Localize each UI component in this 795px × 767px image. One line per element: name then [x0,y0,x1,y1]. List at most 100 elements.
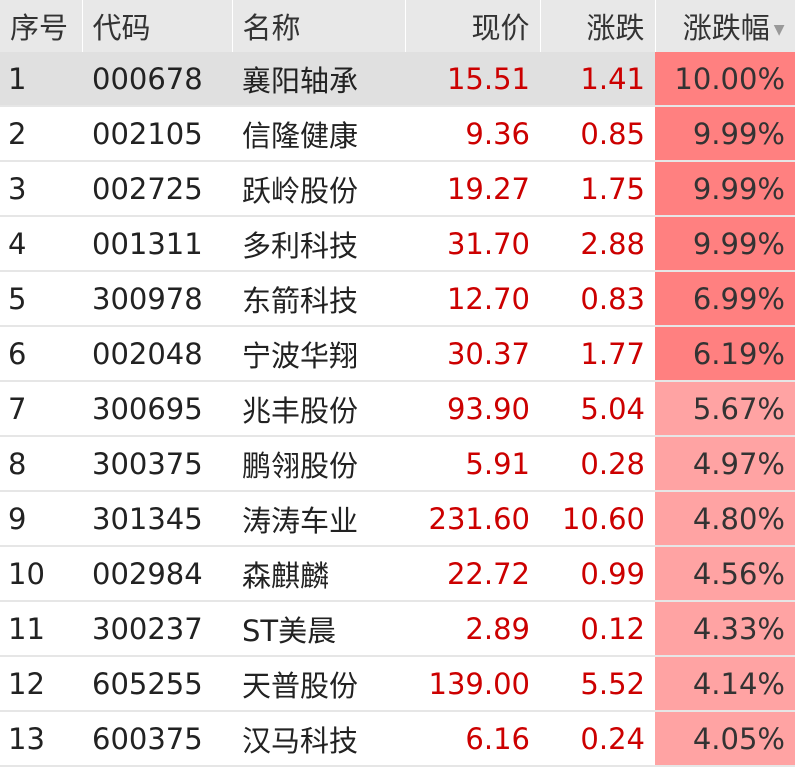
change-percent: 5.67% [655,381,795,437]
change-percent: 4.80% [655,491,795,547]
change-percent: 6.99% [655,271,795,327]
current-price: 19.27 [405,161,540,217]
stock-name: 鹏翎股份 [232,436,405,492]
header-code[interactable]: 代码 [82,0,233,52]
current-price: 9.36 [405,106,540,162]
row-no: 8 [0,436,82,492]
row-no: 13 [0,711,82,767]
row-no: 11 [0,601,82,657]
stock-code: 002048 [82,326,232,382]
stock-code: 300237 [82,601,232,657]
price-change: 5.04 [540,381,655,437]
current-price: 22.72 [405,546,540,602]
stock-name: 宁波华翔 [232,326,405,382]
change-percent: 4.05% [655,711,795,767]
header-name[interactable]: 名称 [232,0,406,52]
price-change: 1.41 [540,52,655,107]
change-percent: 9.99% [655,216,795,272]
stock-code: 300978 [82,271,232,327]
stock-name: 涛涛车业 [232,491,405,547]
table-row[interactable]: 1 000678 襄阳轴承 15.51 1.41 10.00% [0,52,795,107]
change-percent: 4.14% [655,656,795,712]
price-change: 2.88 [540,216,655,272]
row-no: 9 [0,491,82,547]
row-no: 7 [0,381,82,437]
change-percent: 4.56% [655,546,795,602]
row-no: 1 [0,52,82,107]
price-change: 1.75 [540,161,655,217]
stock-code: 605255 [82,656,232,712]
stock-code: 300375 [82,436,232,492]
stock-code: 301345 [82,491,232,547]
current-price: 15.51 [405,52,540,107]
price-change: 5.52 [540,656,655,712]
header-change[interactable]: 涨跌 [540,0,656,52]
header-pct[interactable]: 涨跌幅 ▼ [655,0,795,52]
stock-name: 天普股份 [232,656,405,712]
stock-code: 300695 [82,381,232,437]
table-row[interactable]: 12 605255 天普股份 139.00 5.52 4.14% [0,656,795,712]
stock-name: ST美晨 [232,601,405,657]
table-row[interactable]: 6 002048 宁波华翔 30.37 1.77 6.19% [0,326,795,382]
header-price[interactable]: 现价 [405,0,541,52]
stock-code: 600375 [82,711,232,767]
header-row: 序号 代码 名称 现价 涨跌 涨跌幅 ▼ [0,0,795,52]
row-no: 6 [0,326,82,382]
header-no[interactable]: 序号 [0,0,83,52]
current-price: 6.16 [405,711,540,767]
stock-name: 兆丰股份 [232,381,405,437]
triangle-down-icon: ▼ [773,22,785,38]
row-no: 10 [0,546,82,602]
stock-name: 信隆健康 [232,106,405,162]
stock-name: 襄阳轴承 [232,52,405,107]
stock-name: 汉马科技 [232,711,405,767]
table-row[interactable]: 8 300375 鹏翎股份 5.91 0.28 4.97% [0,436,795,492]
table-row[interactable]: 9 301345 涛涛车业 231.60 10.60 4.80% [0,491,795,547]
current-price: 139.00 [405,656,540,712]
row-no: 4 [0,216,82,272]
change-percent: 10.00% [655,52,795,107]
current-price: 2.89 [405,601,540,657]
stock-name: 多利科技 [232,216,405,272]
table-row[interactable]: 5 300978 东箭科技 12.70 0.83 6.99% [0,271,795,327]
change-percent: 9.99% [655,161,795,217]
stock-code: 000678 [82,52,232,107]
price-change: 0.28 [540,436,655,492]
table-row[interactable]: 13 600375 汉马科技 6.16 0.24 4.05% [0,711,795,767]
stock-name: 东箭科技 [232,271,405,327]
price-change: 0.83 [540,271,655,327]
price-change: 0.99 [540,546,655,602]
change-percent: 9.99% [655,106,795,162]
current-price: 231.60 [405,491,540,547]
header-pct-label: 涨跌幅 [682,11,770,45]
price-change: 0.85 [540,106,655,162]
price-change: 10.60 [540,491,655,547]
stock-code: 001311 [82,216,232,272]
price-change: 0.12 [540,601,655,657]
current-price: 30.37 [405,326,540,382]
table-row[interactable]: 2 002105 信隆健康 9.36 0.85 9.99% [0,106,795,162]
stock-code: 002725 [82,161,232,217]
row-no: 2 [0,106,82,162]
table-row[interactable]: 10 002984 森麒麟 22.72 0.99 4.56% [0,546,795,602]
price-change: 1.77 [540,326,655,382]
table-row[interactable]: 3 002725 跃岭股份 19.27 1.75 9.99% [0,161,795,217]
price-change: 0.24 [540,711,655,767]
table-row[interactable]: 11 300237 ST美晨 2.89 0.12 4.33% [0,601,795,657]
row-no: 12 [0,656,82,712]
row-no: 3 [0,161,82,217]
stock-code: 002984 [82,546,232,602]
change-percent: 4.97% [655,436,795,492]
stock-name: 跃岭股份 [232,161,405,217]
current-price: 93.90 [405,381,540,437]
change-percent: 6.19% [655,326,795,382]
current-price: 12.70 [405,271,540,327]
current-price: 5.91 [405,436,540,492]
table-row[interactable]: 4 001311 多利科技 31.70 2.88 9.99% [0,216,795,272]
table-row[interactable]: 7 300695 兆丰股份 93.90 5.04 5.67% [0,381,795,437]
change-percent: 4.33% [655,601,795,657]
stock-code: 002105 [82,106,232,162]
stock-name: 森麒麟 [232,546,405,602]
current-price: 31.70 [405,216,540,272]
